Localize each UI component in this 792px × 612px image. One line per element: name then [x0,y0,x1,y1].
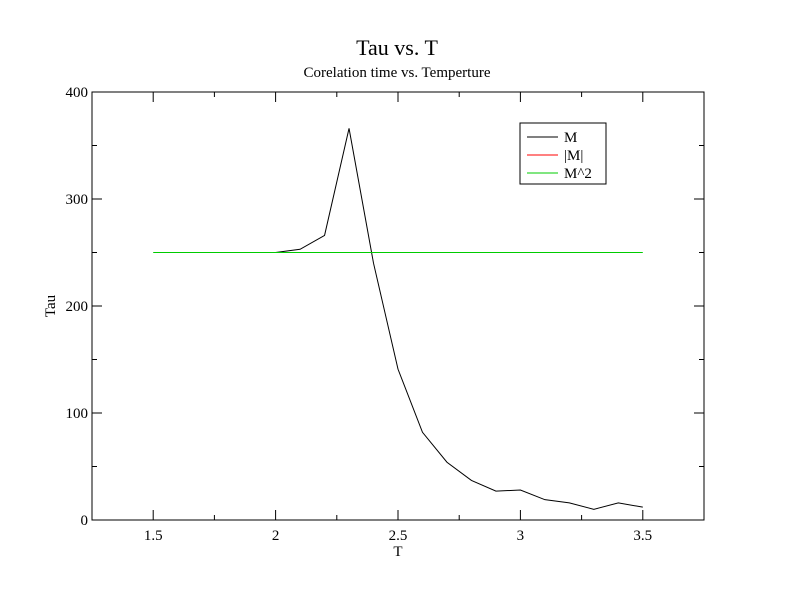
legend: M |M| M^2 [519,122,607,185]
y-axis-label: Tau [43,294,59,317]
x-axis-label: T [393,544,402,560]
x-tick-label: 3 [517,528,525,544]
y-tick-label: 200 [66,299,89,315]
x-tick-label: 1.5 [144,528,163,544]
x-tick-label: 3.5 [633,528,652,544]
y-tick-label: 300 [66,192,89,208]
y-tick-label: 400 [66,85,89,101]
chart-title: Tau vs. T [356,35,438,60]
x-tick-label: 2.5 [389,528,408,544]
y-tick-label: 0 [81,513,89,529]
legend-label: M^2 [564,166,592,182]
legend-box [519,122,607,185]
legend-label: M [564,130,577,146]
series-lines [153,128,643,510]
series-line-m [275,128,643,510]
y-tick-label: 100 [66,406,89,422]
axis-ticks: 1.5 2 2.5 3 3.5 0 100 200 300 400 [66,85,705,544]
x-tick-label: 2 [272,528,280,544]
legend-label: |M| [564,148,583,164]
plot-frame [91,91,705,521]
chart-subtitle: Corelation time vs. Temperture [304,65,491,81]
